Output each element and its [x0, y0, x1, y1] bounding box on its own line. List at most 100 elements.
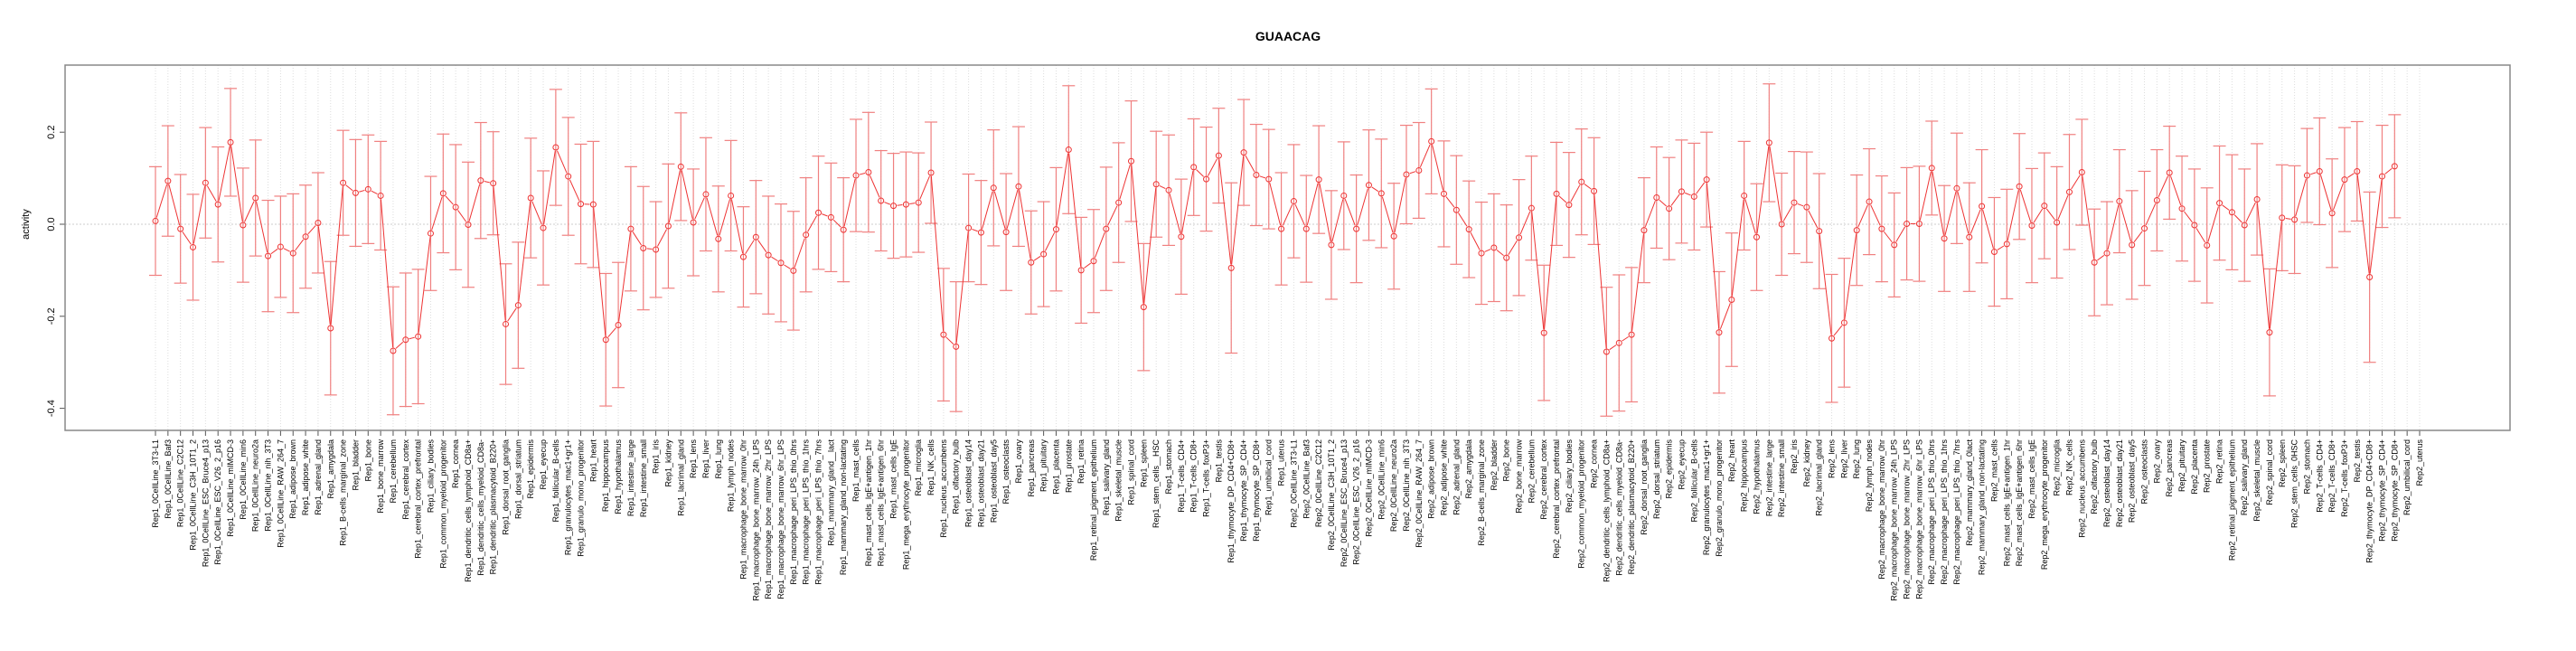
data-point	[1728, 296, 1735, 303]
series-segment	[2319, 175, 2332, 211]
x-tick-label: Rep1_amygdala	[326, 439, 335, 499]
data-point	[1578, 178, 1585, 185]
data-point	[1765, 139, 1772, 146]
x-tick-label: Rep1_testis	[1214, 439, 1223, 483]
series-segment	[431, 196, 443, 231]
data-point	[2253, 196, 2261, 203]
x-tick-label: Rep1_lymph_nodes	[727, 439, 736, 513]
series-segment	[1282, 203, 1293, 226]
series-segment	[1670, 193, 1680, 206]
series-segment	[1119, 164, 1131, 200]
series-segment	[1068, 153, 1082, 267]
series-segment	[2269, 221, 2282, 329]
data-point	[1816, 228, 1823, 235]
x-tick-label: Rep1_heart	[588, 439, 597, 483]
x-tick-label: Rep2_follicular_B-cells	[1689, 439, 1698, 523]
data-point	[2316, 167, 2323, 175]
x-tick-label: Rep1_0CellLine_C2C12	[176, 439, 185, 527]
data-point	[2178, 205, 2186, 212]
series-segment	[1631, 233, 1644, 332]
data-point	[1240, 149, 1247, 156]
data-point	[2328, 210, 2336, 217]
series-segment	[1245, 155, 1255, 173]
data-point	[752, 233, 759, 241]
data-point	[2241, 222, 2248, 229]
series-segment	[1919, 171, 1932, 221]
data-point	[815, 209, 823, 216]
data-point	[1928, 165, 1935, 172]
series-segment	[2033, 208, 2044, 223]
data-point	[890, 203, 898, 210]
series-segment	[1756, 146, 1770, 234]
series-segment	[2333, 183, 2345, 211]
series-segment	[730, 199, 744, 254]
data-point	[1365, 182, 1372, 189]
x-tick-label: Rep1_mammary_gland_non-lactating	[839, 439, 848, 575]
series-segment	[1895, 226, 1905, 242]
series-segment	[2107, 204, 2120, 250]
series-segment	[1622, 335, 1630, 342]
series-segment	[1319, 183, 1331, 242]
x-tick-label: Rep1_eyecup	[539, 439, 548, 490]
series-segment	[256, 201, 268, 253]
series-segment	[2256, 203, 2270, 329]
x-tick-label: Rep1_bone_marrow	[376, 439, 385, 514]
series-segment	[745, 240, 755, 255]
data-point	[2366, 274, 2374, 281]
series-segment	[1496, 250, 1504, 257]
data-point	[2016, 183, 2023, 190]
data-point	[1315, 176, 1322, 184]
x-tick-label: Rep2_cornea	[1590, 439, 1599, 488]
data-point	[1840, 319, 1847, 326]
grid-lines	[65, 65, 2510, 430]
data-point	[2291, 216, 2299, 223]
x-tick-label: Rep1_lung	[714, 439, 723, 479]
series-segment	[832, 219, 841, 228]
x-tick-label: Rep1_thymocyte_SP_CD4+	[1239, 439, 1248, 542]
x-tick-label: Rep2_0CellLine_nih_3T3	[1402, 439, 1411, 532]
data-point	[252, 194, 259, 202]
x-tick-label: Rep2_lacrimal_gland	[1815, 439, 1824, 516]
x-tick-label: Rep1_cerebral_cortex_prefrontal	[414, 439, 423, 559]
x-tick-label: Rep2_osteoclasts	[2140, 439, 2149, 505]
data-point	[1653, 193, 1660, 201]
y-tick-label: -0.2	[46, 307, 57, 325]
series-segment	[1706, 183, 1720, 329]
data-point	[940, 331, 947, 338]
series-segment	[618, 231, 631, 322]
series-segment	[1381, 196, 1394, 233]
x-tick-label: Rep2_bone_marrow	[1515, 439, 1524, 514]
data-point	[1778, 221, 1785, 228]
x-tick-label: Rep2_salivary_gland	[2240, 439, 2249, 515]
series-segment	[919, 175, 930, 200]
x-tick-label: Rep2_0CellLine_Baf3	[1302, 439, 1311, 519]
series-segment	[694, 197, 705, 220]
series-segment	[168, 184, 181, 226]
x-tick-label: Rep2_eyecup	[1677, 439, 1686, 490]
x-tick-label: Rep2_mega_erythrocyte_progenitor	[2040, 439, 2049, 570]
series-segment	[371, 190, 378, 195]
series-segment	[972, 228, 978, 232]
x-tick-label: Rep2_pancreas	[2165, 439, 2174, 497]
x-tick-label: Rep2_osteoblast_day5	[2128, 439, 2137, 523]
x-tick-label: Rep2_hypothalamus	[1752, 439, 1761, 514]
x-tick-label: Rep2_lung	[1852, 439, 1861, 479]
series-segment	[1819, 234, 1832, 335]
data-point	[1829, 335, 1836, 342]
series-segment	[244, 201, 255, 222]
data-point	[803, 231, 810, 239]
data-point	[1591, 187, 1598, 194]
x-tick-label: Rep2_kidney	[1802, 439, 1811, 487]
data-point	[1103, 225, 1110, 232]
x-tick-label: Rep1_0CellLine_nih_3T3	[264, 439, 273, 532]
x-tick-label: Rep1_liver	[701, 439, 710, 478]
series-segment	[1782, 205, 1793, 222]
series-segment	[1196, 169, 1204, 177]
series-segment	[206, 185, 217, 202]
series-segment	[2195, 228, 2206, 243]
series-segment	[1719, 303, 1731, 330]
series-segment	[1957, 192, 1970, 234]
data-point	[977, 229, 984, 236]
y-axis-label: activity	[21, 209, 32, 240]
data-point	[1791, 199, 1798, 206]
